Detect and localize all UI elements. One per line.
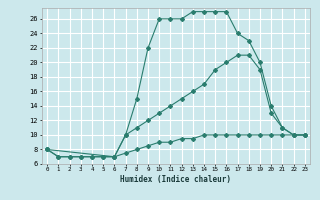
X-axis label: Humidex (Indice chaleur): Humidex (Indice chaleur) [121, 175, 231, 184]
